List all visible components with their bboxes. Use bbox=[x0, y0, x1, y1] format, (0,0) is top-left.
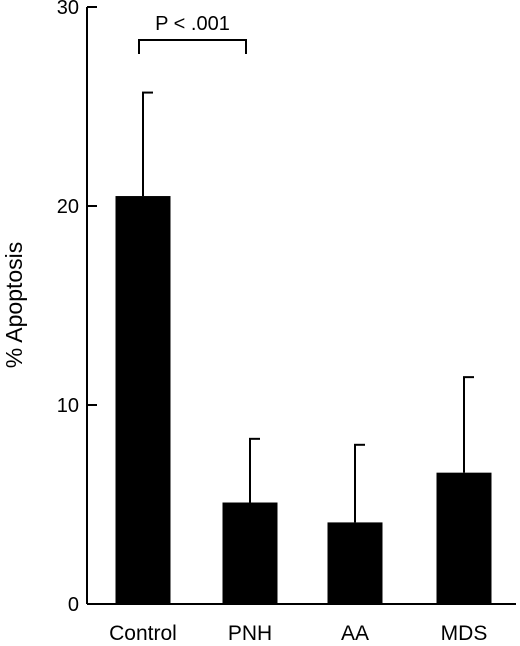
bar-mds bbox=[436, 472, 492, 604]
axes: 0 10 20 30 Control PNH AA MDS bbox=[57, 0, 516, 645]
y-tick-label-0: 0 bbox=[68, 594, 79, 616]
category-label-control: Control bbox=[109, 622, 177, 645]
y-tick-label-10: 10 bbox=[57, 395, 79, 417]
y-tick-label-30: 30 bbox=[57, 0, 79, 19]
significance-annotation: P < .001 bbox=[138, 13, 247, 54]
category-label-mds: MDS bbox=[441, 622, 488, 645]
significance-bracket bbox=[138, 39, 247, 54]
bar-pnh bbox=[222, 502, 278, 604]
y-tick-label-20: 20 bbox=[57, 196, 79, 218]
category-label-aa: AA bbox=[341, 622, 369, 645]
category-label-pnh: PNH bbox=[228, 622, 272, 645]
bars bbox=[115, 196, 492, 605]
p-value-label: P < .001 bbox=[155, 13, 230, 35]
bar-aa bbox=[327, 522, 383, 604]
y-axis-label: % Apoptosis bbox=[1, 242, 27, 369]
bar-control bbox=[115, 196, 171, 605]
error-bars bbox=[142, 91, 474, 523]
